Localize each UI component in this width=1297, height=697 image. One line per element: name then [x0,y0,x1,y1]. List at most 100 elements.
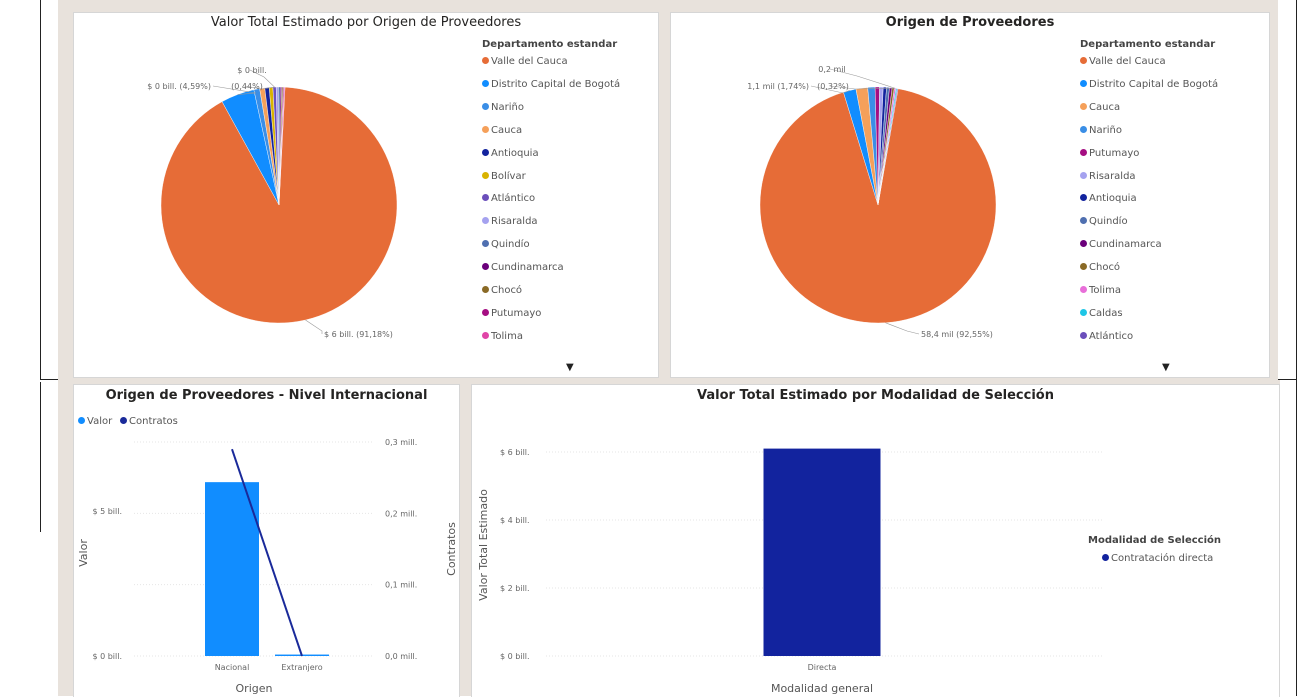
legend-item-label: Risaralda [491,216,538,228]
legend-dot-icon [1080,263,1087,271]
legend-item[interactable]: Risaralda [482,216,538,227]
legend-item[interactable]: Valle del Cauca [482,56,568,67]
bar-card-modalidad-seleccion[interactable]: Valor Total Estimado por Modalidad de Se… [471,384,1280,697]
legend-item[interactable]: Putumayo [482,308,541,319]
legend-dot-icon [1080,171,1087,179]
data-label: $ 0 bill. (4,59%) [147,82,211,91]
legend-item-label: Cundinamarca [491,262,564,274]
legend-item[interactable]: Risaralda [1080,171,1136,182]
legend-item[interactable]: Atlántico [1080,331,1133,342]
legend-item[interactable]: Tolima [1080,285,1121,296]
y-tick-label: $ 2 bill. [500,584,530,593]
legend-dot-icon [1080,331,1087,339]
legend-item[interactable]: Quindío [1080,216,1128,227]
legend-item[interactable]: Cauca [482,125,522,136]
combo-card-nivel-internacional[interactable]: Origen de Proveedores - Nivel Internacio… [73,384,460,697]
legend-dot-icon [1080,194,1087,202]
pie-card-valor-total[interactable]: Valor Total Estimado por Origen de Prove… [73,12,659,378]
legend-item-label: Valle del Cauca [1089,56,1166,67]
legend-item-label: Quindío [491,239,530,251]
data-label-leader [829,68,896,89]
data-label: 0,2 mil [818,65,846,74]
data-label: $ 6 bill. (91,18%) [324,330,393,339]
y-tick-label: $ 0 bill. [500,652,530,661]
legend-item[interactable]: Antioquia [482,148,539,159]
data-label-leader [810,85,850,94]
legend-title: Departamento estandar [482,39,618,50]
legend-item[interactable]: Antioquia [1080,193,1137,204]
data-label: (0,44%) [231,82,263,91]
legend-item[interactable]: Cundinamarca [1080,239,1162,250]
legend-dot-icon [1080,217,1087,225]
pie-card-origen-proveedores[interactable]: Origen de Proveedores 58,4 mil (92,55%) 1… [670,12,1270,378]
bar [205,482,259,656]
legend-dot-icon [1080,308,1087,316]
data-label-leader [830,85,896,90]
combo-chart: 0,0 mill. 0,1 mill. 0,2 mill. 0,3 mill. $ 0 … [77,438,458,695]
legend-item[interactable]: Tolima [482,331,523,342]
legend-dot-icon [482,171,489,179]
legend-title: Modalidad de Selección [1088,535,1222,546]
data-label: 1,1 mil (1,74%) [747,82,809,91]
x-tick-label: Nacional [215,663,250,672]
legend-item-label: Putumayo [491,307,542,319]
left-border-line [40,0,41,380]
legend-item-label: Cauca [491,124,523,136]
legend-item[interactable]: Nariño [1080,125,1122,136]
legend-item-label: Tolima [491,330,523,342]
legend-item[interactable]: Distrito Capital de Bogotá [482,79,620,90]
chart-title: Valor Total Estimado por Origen de Prove… [210,15,522,30]
data-label-leader [305,319,323,334]
legend-item[interactable]: Distrito Capital de Bogotá [1080,79,1218,90]
legend-item[interactable]: Quindío [482,239,530,250]
y-tick-label: $ 0 bill. [92,652,122,661]
legend-item-label: Bolívar [491,170,526,182]
legend-item-valor[interactable]: Valor [78,416,112,427]
legend-item-contratos[interactable]: Contratos [120,416,178,427]
legend-item-label: Caldas [1089,307,1123,319]
legend-item-label: Chocó [1089,262,1121,274]
legend-item[interactable]: Chocó [482,285,522,296]
y2-tick-label: 0,3 mill. [385,438,417,447]
legend-item[interactable]: Putumayo [1080,148,1139,159]
legend-item-label: Chocó [491,285,523,296]
legend-item-contratacion-directa[interactable]: Contratación directa [1102,553,1213,564]
line-series [231,448,303,657]
legend-dot-icon [482,263,489,271]
chart-title: Origen de Proveedores [885,15,1055,30]
chart-title: Valor Total Estimado por Modalidad de Se… [697,388,1054,403]
legend-dot-icon [1080,148,1087,156]
data-label-leader [212,85,257,95]
y-tick-label: $ 6 bill. [500,448,530,457]
legend-item-label: Atlántico [491,193,536,205]
legend-item-label: Valle del Cauca [491,56,568,67]
legend-item[interactable]: Caldas [1080,308,1123,319]
chart-title: Origen de Proveedores - Nivel Internacio… [105,388,428,403]
legend-item[interactable]: Nariño [482,102,524,113]
legend-item[interactable]: Valle del Cauca [1080,56,1166,67]
legend-item[interactable]: Cauca [1080,102,1120,113]
legend-dot-icon [120,417,127,424]
legend-scroll-down-icon[interactable]: ▼ [1162,362,1170,373]
legend-item-label: Nariño [491,101,524,113]
legend-item-label: Tolima [1089,285,1121,296]
legend-item[interactable]: Chocó [1080,262,1120,273]
legend-dot-icon [1080,125,1087,133]
legend-item-label: Antioquia [491,147,539,159]
legend-dot-icon [482,125,489,133]
legend-dot-icon [482,331,489,339]
pie-chart-valor-total: $ 6 bill. (91,18%) $ 0 bill. (4,59%) $ 0 b… [147,66,398,339]
legend-item[interactable]: Atlántico [482,193,535,204]
y-tick-label: $ 4 bill. [500,516,530,525]
legend-item-label: Quindío [1089,216,1128,228]
legend-item[interactable]: Cundinamarca [482,262,564,273]
legend-item-label: Cauca [1089,101,1121,113]
legend-item[interactable]: Bolívar [482,171,526,182]
legend-dot-icon [1080,286,1087,293]
legend-scroll-down-icon[interactable]: ▼ [566,362,574,373]
legend-item-label: Cundinamarca [1089,239,1162,251]
pie-slice [877,88,899,206]
y2-tick-label: 0,1 mill. [385,581,417,590]
legend-item-label: Nariño [1089,124,1122,136]
legend-dot-icon [78,417,85,424]
